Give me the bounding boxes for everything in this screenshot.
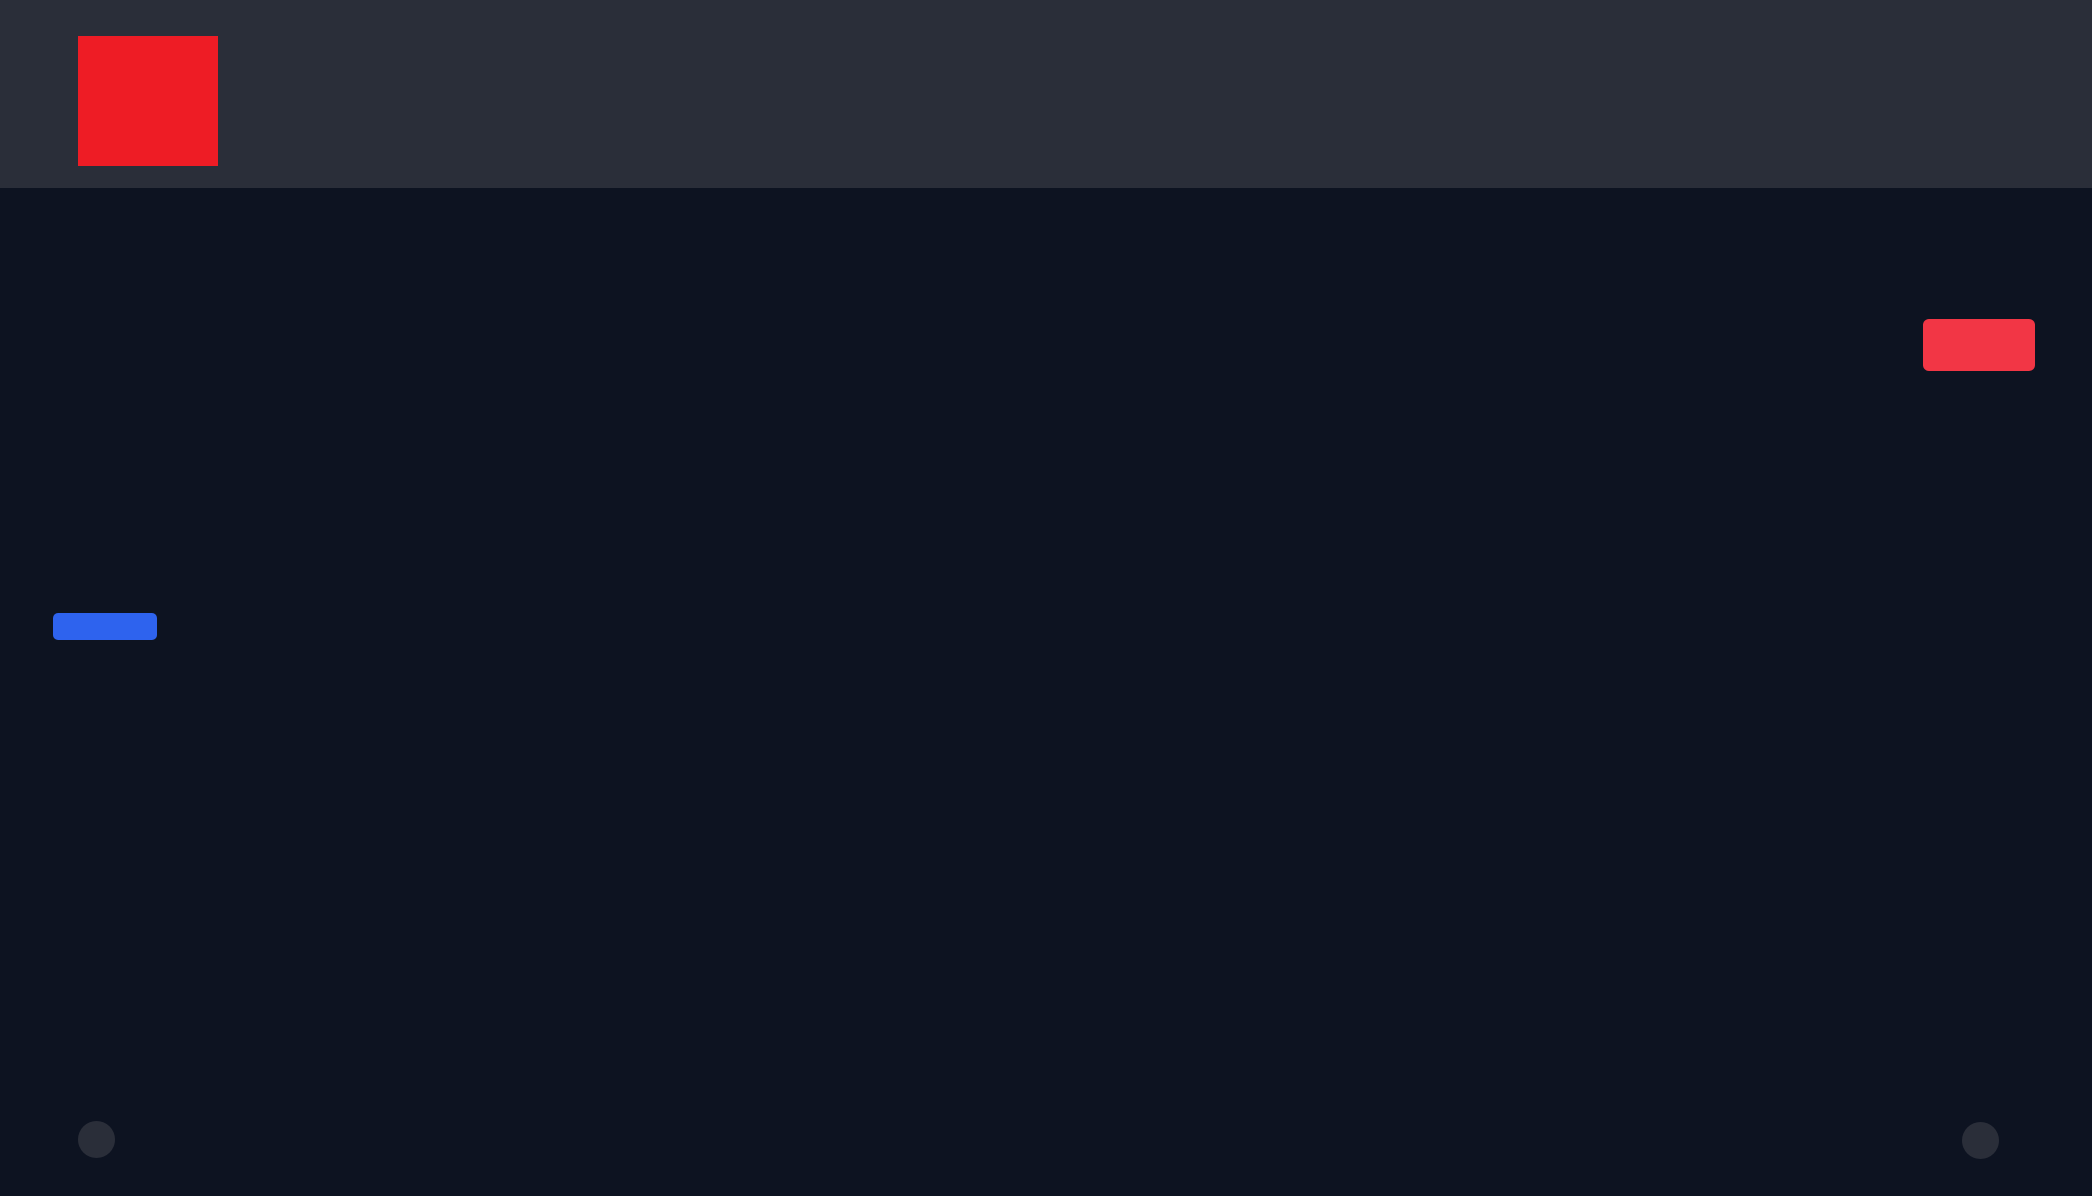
spread-current-value-badge	[53, 613, 157, 640]
z-button[interactable]	[78, 1121, 115, 1158]
usdjpy-current-price-badge	[1923, 319, 2035, 371]
fxpro-logo	[78, 36, 218, 166]
auto-scale-button[interactable]	[1962, 1122, 1999, 1159]
chart-header	[0, 0, 2092, 188]
